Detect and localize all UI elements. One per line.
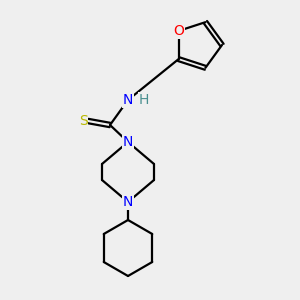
Text: H: H — [139, 93, 149, 107]
Text: N: N — [123, 93, 133, 107]
Text: O: O — [173, 24, 184, 38]
Text: N: N — [123, 135, 133, 149]
Text: N: N — [123, 195, 133, 209]
Text: N: N — [123, 135, 133, 149]
Text: S: S — [79, 114, 87, 128]
